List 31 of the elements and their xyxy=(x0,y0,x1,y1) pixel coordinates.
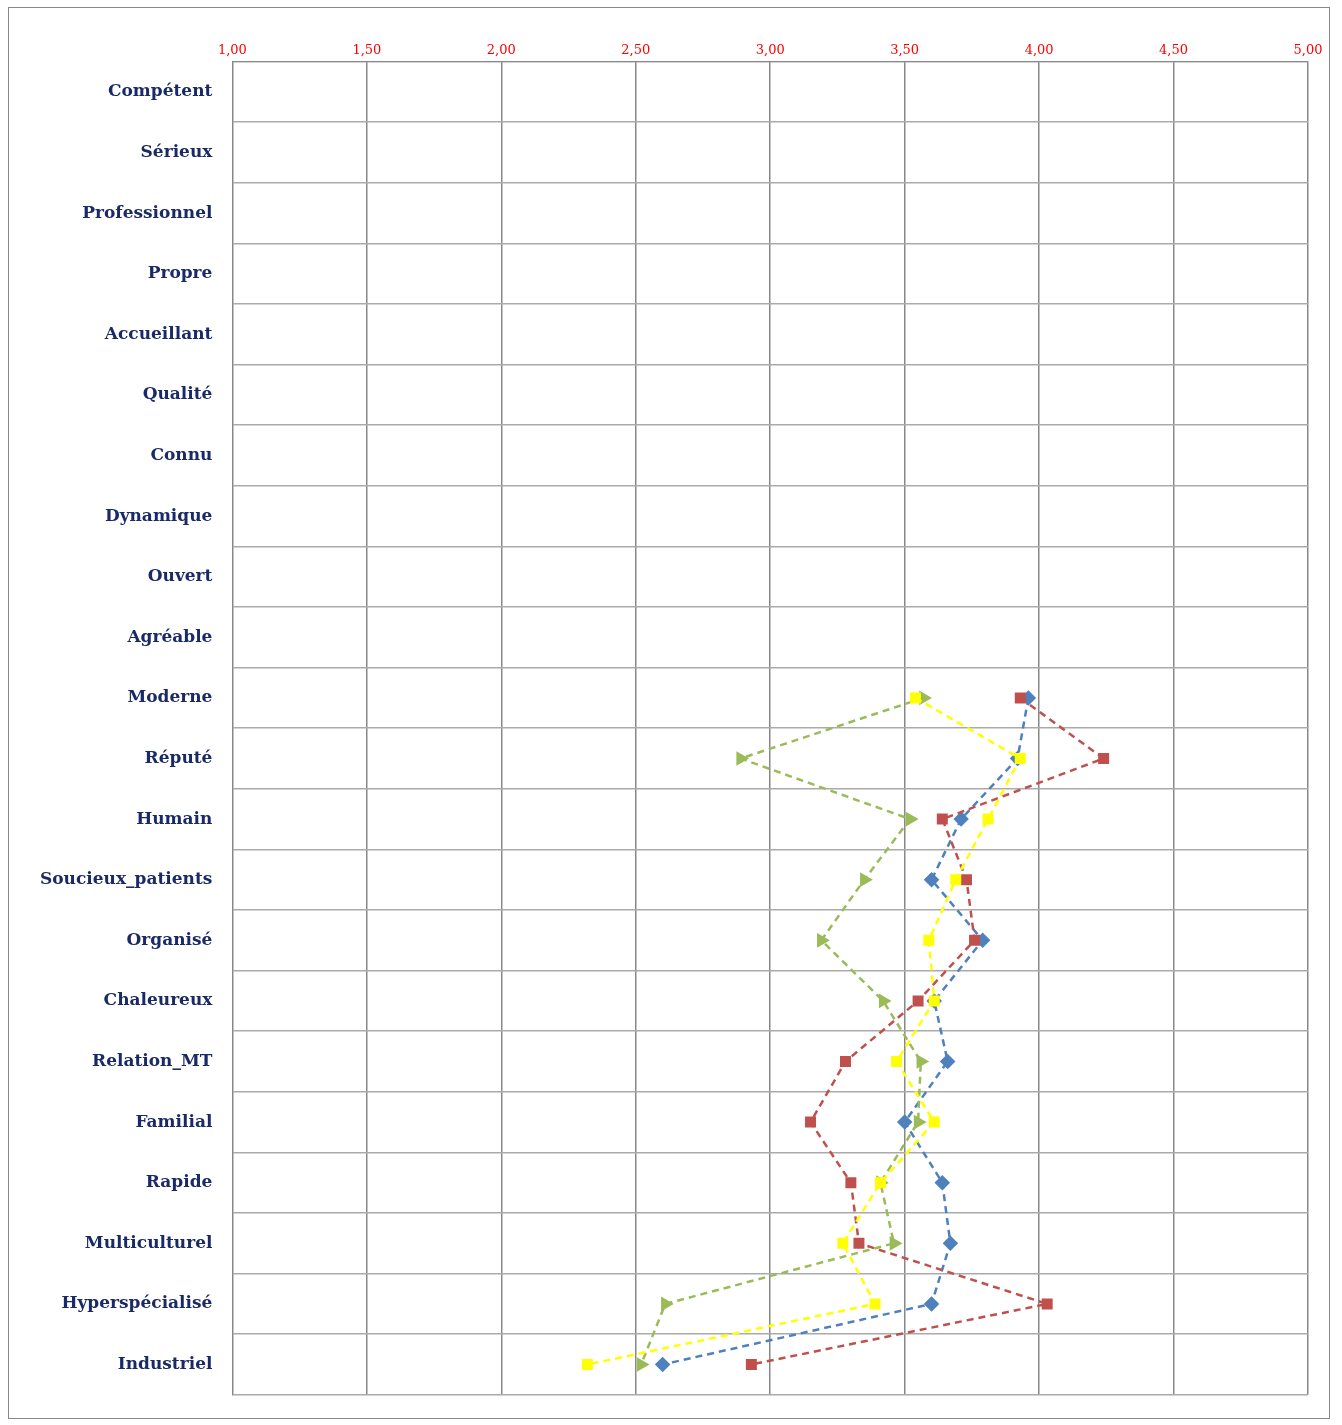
y-tick-label: Rapide xyxy=(145,1171,213,1192)
y-tick-label: Industriel xyxy=(117,1352,213,1373)
x-tick-label: 3,50 xyxy=(890,42,920,58)
y-tick-label: Compétent xyxy=(107,80,213,101)
x-tick-label: 3,00 xyxy=(755,42,785,58)
y-tick-label: Ouvert xyxy=(147,565,213,586)
y-tick-label: Humain xyxy=(136,807,213,828)
y-tick-label: Qualité xyxy=(142,383,213,404)
y-tick-label: Professionnel xyxy=(82,201,213,222)
y-tick-label: Connu xyxy=(150,443,213,464)
y-tick-label: Hyperspécialisé xyxy=(61,1292,213,1313)
x-tick-label: 4,50 xyxy=(1159,42,1189,58)
y-tick-label: Propre xyxy=(147,262,213,283)
y-tick-label: Relation_MT xyxy=(92,1049,213,1070)
y-tick-label: Sérieux xyxy=(140,140,214,161)
y-tick-label: Chaleureux xyxy=(103,989,214,1010)
y-tick-label: Multiculturel xyxy=(84,1231,213,1252)
y-tick-label: Agréable xyxy=(126,625,213,646)
y-tick-label: Réputé xyxy=(144,746,213,767)
y-tick-label: Moderne xyxy=(127,686,213,707)
y-tick-label: Dynamique xyxy=(104,504,213,525)
x-tick-label: 1,50 xyxy=(352,42,382,58)
x-tick-label: 5,00 xyxy=(1293,42,1323,58)
y-tick-label: Accueillant xyxy=(103,322,213,343)
x-tick-label: 4,00 xyxy=(1024,42,1054,58)
y-tick-label: Organisé xyxy=(126,928,213,949)
x-tick-label: 2,50 xyxy=(621,42,651,58)
y-tick-label: Soucieux_patients xyxy=(39,868,213,889)
x-tick-label: 2,00 xyxy=(486,42,516,58)
x-tick-label: 1,00 xyxy=(217,42,247,58)
y-tick-label: Familial xyxy=(135,1110,213,1131)
